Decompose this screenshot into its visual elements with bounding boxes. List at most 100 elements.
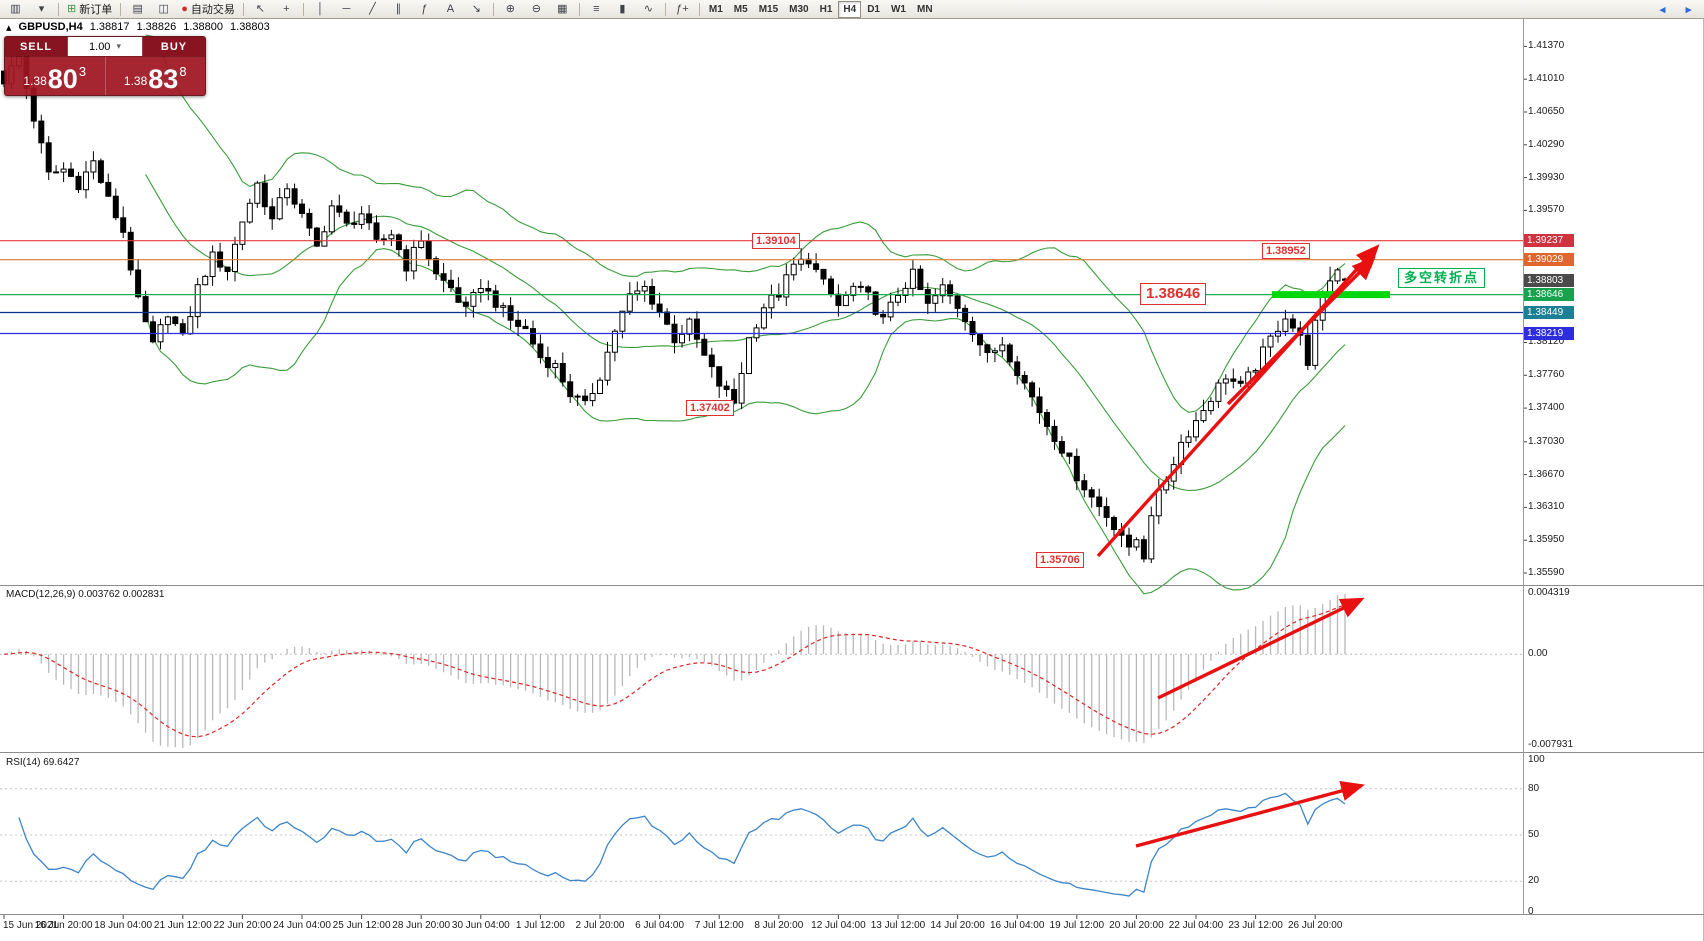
grid-icon: ▦ xyxy=(557,3,568,15)
crosshair-tool-button[interactable]: + xyxy=(274,0,299,18)
toolbar-separator xyxy=(242,2,244,16)
toolbar-separator xyxy=(578,2,580,16)
timeframe-d1-button[interactable]: D1 xyxy=(867,3,880,15)
candlestick-chart-icon: ▮ xyxy=(619,3,626,15)
buy-price-display[interactable]: 1.38 83 8 xyxy=(106,57,206,95)
buy-button[interactable]: BUY xyxy=(142,37,205,56)
chart-profiles-button[interactable]: ▾ xyxy=(29,0,54,18)
support-highlight-bar[interactable] xyxy=(1272,291,1390,299)
symbol-name: GBPUSD,H4 xyxy=(18,21,83,33)
buy-price-big: 83 xyxy=(148,64,179,94)
toolbar-separator xyxy=(120,2,122,16)
one-click-trade-panel: SELL 1.00 ▾ BUY 1.38 80 3 1.38 83 8 xyxy=(4,36,206,96)
sell-price-big: 80 xyxy=(47,64,78,94)
new-order-button-label: 新订单 xyxy=(79,4,113,16)
toolbar-separator xyxy=(698,2,700,16)
text-tool-icon: A xyxy=(446,3,455,15)
toolbar-separator xyxy=(58,2,59,16)
vertical-line-tool-icon: │ xyxy=(316,3,324,15)
market-watch-icon: ▤ xyxy=(132,3,143,15)
volume-input[interactable]: 1.00 ▾ xyxy=(68,37,142,56)
indicators-icon: ƒ+ xyxy=(676,3,689,15)
zoom-in-button[interactable]: ⊕ xyxy=(498,0,523,18)
sell-price-prefix: 1.38 xyxy=(23,74,47,88)
auto-trading-icon: ● xyxy=(181,3,188,15)
timeframe-m30-button[interactable]: M30 xyxy=(789,3,809,15)
timeframe-m5-button[interactable]: M5 xyxy=(733,3,748,15)
toolbar-separator xyxy=(492,2,494,16)
line-chart-button[interactable]: ∿ xyxy=(636,0,661,18)
new-chart-button[interactable]: ▥ xyxy=(3,0,28,18)
time-axis-border xyxy=(0,914,1704,915)
arrow-tool-button[interactable]: ↘ xyxy=(464,0,489,18)
main-toolbar: ▥ ▾ ⊞ 新订单 ▤ ◫ ● 自动交易 ↖ + │ ─ ╱ ∥ ƒ A ↘ ⊕ ⊖ ▦ ≡ ▮ ∿ ƒ+ M1 M5 M15 M30… xyxy=(0,0,1704,19)
horizontal-line-tool-icon: ─ xyxy=(342,3,351,15)
zoom-out-icon: ⊖ xyxy=(531,3,541,15)
macd-signal-line xyxy=(3,604,1346,738)
cursor-tool-icon: ↖ xyxy=(255,3,265,15)
zoom-in-icon: ⊕ xyxy=(505,3,515,15)
macd-histogram xyxy=(10,594,1346,748)
toolbar-separator xyxy=(664,2,666,16)
auto-trading-button[interactable]: ● 自动交易 xyxy=(177,0,239,18)
line-chart-icon: ∿ xyxy=(643,3,653,15)
panel-splitter-rsi[interactable] xyxy=(0,752,1704,753)
panel-splitter-macd[interactable] xyxy=(0,585,1704,586)
rsi-label: RSI(14) 69.6427 xyxy=(6,757,80,768)
toolbar-scroll-left[interactable]: ◂ xyxy=(1659,3,1666,16)
fibonacci-tool-button[interactable]: ƒ xyxy=(412,0,437,18)
buy-price-sup: 8 xyxy=(179,64,187,79)
chart-profiles-icon: ▾ xyxy=(38,3,45,15)
ohlc-open: 1.38817 xyxy=(89,21,130,33)
sell-price-display[interactable]: 1.38 80 3 xyxy=(5,57,105,95)
cursor-tool-button[interactable]: ↖ xyxy=(248,0,273,18)
buy-price-prefix: 1.38 xyxy=(123,74,148,88)
new-order-button[interactable]: ⊞ 新订单 xyxy=(63,0,116,18)
market-watch-button[interactable]: ▤ xyxy=(125,0,150,18)
candlestick-chart-button[interactable]: ▮ xyxy=(610,0,635,18)
crosshair-tool-icon: + xyxy=(283,3,290,15)
timeframe-m15-button[interactable]: M15 xyxy=(758,3,779,15)
volume-dropdown-icon[interactable]: ▾ xyxy=(116,41,121,51)
timeframe-m1-button[interactable]: M1 xyxy=(708,3,723,15)
auto-trading-button-label: 自动交易 xyxy=(190,4,235,16)
arrow-tool-icon: ↘ xyxy=(471,3,481,15)
trend-arrows[interactable] xyxy=(1096,244,1380,848)
trendline-tool-icon: ╱ xyxy=(369,3,376,15)
data-window-icon: ◫ xyxy=(158,3,169,15)
timeframe-mn-button[interactable]: MN xyxy=(916,3,933,15)
timeframe-w1-button[interactable]: W1 xyxy=(890,3,906,15)
symbol-ohlc-line: ▴ GBPUSD,H4 1.38817 1.38826 1.38800 1.38… xyxy=(6,21,270,34)
sell-price-sup: 3 xyxy=(78,64,87,79)
grid-button[interactable]: ▦ xyxy=(550,0,575,18)
price-axis-border xyxy=(1523,18,1524,915)
ohlc-close: 1.38803 xyxy=(230,21,270,33)
timeframe-h4-button[interactable]: H4 xyxy=(838,0,862,18)
timeframe-h1-button[interactable]: H1 xyxy=(819,3,833,15)
trendline-tool-button[interactable]: ╱ xyxy=(360,0,385,18)
bollinger-bands xyxy=(145,34,1346,595)
new-order-icon: ⊞ xyxy=(67,3,77,15)
new-chart-icon: ▥ xyxy=(10,3,21,15)
horizontal-line-tool-button[interactable]: ─ xyxy=(334,0,359,18)
trade-panel-divider xyxy=(104,57,106,95)
fibonacci-tool-icon: ƒ xyxy=(421,3,428,15)
bar-chart-button[interactable]: ≡ xyxy=(584,0,609,18)
channel-tool-icon: ∥ xyxy=(395,3,402,15)
sell-button[interactable]: SELL xyxy=(5,37,68,56)
one-click-toggle[interactable]: ▴ xyxy=(6,22,12,34)
annotation-label[interactable]: 多空转折点 xyxy=(1398,268,1486,288)
data-window-button[interactable]: ◫ xyxy=(151,0,176,18)
macd-label: MACD(12,26,9) 0.003762 0.002831 xyxy=(6,589,165,600)
indicators-button[interactable]: ƒ+ xyxy=(670,0,695,18)
ohlc-low: 1.38800 xyxy=(183,21,224,33)
vertical-line-tool-button[interactable]: │ xyxy=(308,0,333,18)
toolbar-scroll-right[interactable]: ▸ xyxy=(1685,3,1692,16)
zoom-out-button[interactable]: ⊖ xyxy=(524,0,549,18)
bar-chart-icon: ≡ xyxy=(593,3,600,15)
channel-tool-button[interactable]: ∥ xyxy=(386,0,411,18)
rsi-line xyxy=(18,792,1346,897)
text-tool-button[interactable]: A xyxy=(438,0,463,18)
